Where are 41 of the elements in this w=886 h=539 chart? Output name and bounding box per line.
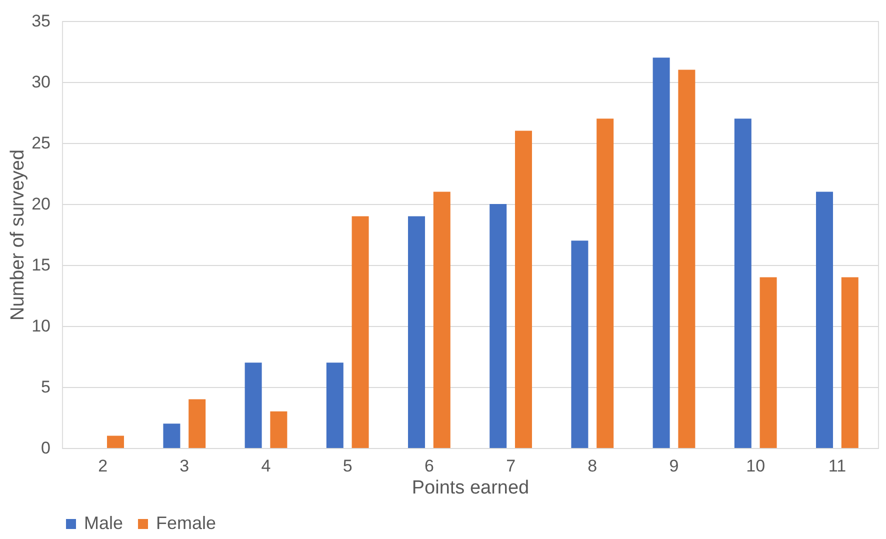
bar — [270, 411, 288, 448]
y-axis-title: Number of surveyed — [8, 149, 29, 321]
bar — [326, 362, 344, 448]
bar — [816, 192, 834, 448]
bar — [652, 58, 670, 448]
x-tick-label: 9 — [669, 456, 679, 476]
y-tick-label: 5 — [41, 378, 50, 396]
bar — [734, 118, 752, 448]
bar — [841, 277, 858, 448]
bar — [490, 204, 507, 448]
bar — [760, 277, 777, 448]
bar — [163, 424, 180, 448]
x-tick-label: 2 — [98, 456, 108, 476]
bar — [678, 70, 696, 448]
legend-label: Male — [84, 513, 124, 533]
bar — [244, 362, 262, 448]
y-tick-label: 35 — [32, 12, 50, 30]
x-tick-label: 5 — [342, 456, 352, 476]
bar — [596, 118, 614, 448]
x-axis-title: Points earned — [412, 478, 530, 498]
bar — [188, 399, 206, 448]
y-tick-label: 20 — [32, 194, 50, 214]
x-tick-label: 10 — [746, 456, 766, 476]
y-tick-label: 15 — [32, 256, 50, 274]
x-tick-label: 4 — [261, 456, 271, 476]
y-tick-label: 10 — [32, 316, 50, 336]
x-tick-label: 8 — [588, 456, 598, 476]
x-tick-label: 11 — [828, 456, 846, 476]
y-tick-label: 30 — [32, 72, 50, 92]
bar — [514, 130, 532, 448]
x-tick-label: 3 — [180, 456, 190, 476]
bar — [571, 240, 588, 448]
bar — [352, 216, 369, 448]
bar — [106, 436, 124, 448]
x-tick-label: 7 — [506, 456, 516, 476]
legend-label: Female — [156, 513, 216, 533]
y-tick-label: 25 — [32, 134, 50, 152]
y-tick-label: 0 — [41, 438, 50, 458]
bar — [408, 216, 426, 448]
bar — [433, 192, 450, 448]
x-tick-label: 6 — [424, 456, 434, 476]
